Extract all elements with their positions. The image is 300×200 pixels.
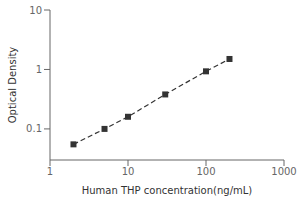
svg-text:0.1: 0.1 bbox=[26, 123, 42, 134]
svg-text:100: 100 bbox=[196, 166, 215, 177]
svg-text:Human THP concentration(ng/mL): Human THP concentration(ng/mL) bbox=[82, 185, 253, 196]
svg-text:10: 10 bbox=[122, 166, 135, 177]
svg-text:Optical Density: Optical Density bbox=[8, 47, 18, 124]
svg-text:10: 10 bbox=[29, 5, 42, 16]
svg-text:1: 1 bbox=[47, 166, 53, 177]
svg-text:1: 1 bbox=[36, 64, 42, 75]
svg-text:1000: 1000 bbox=[271, 166, 292, 177]
